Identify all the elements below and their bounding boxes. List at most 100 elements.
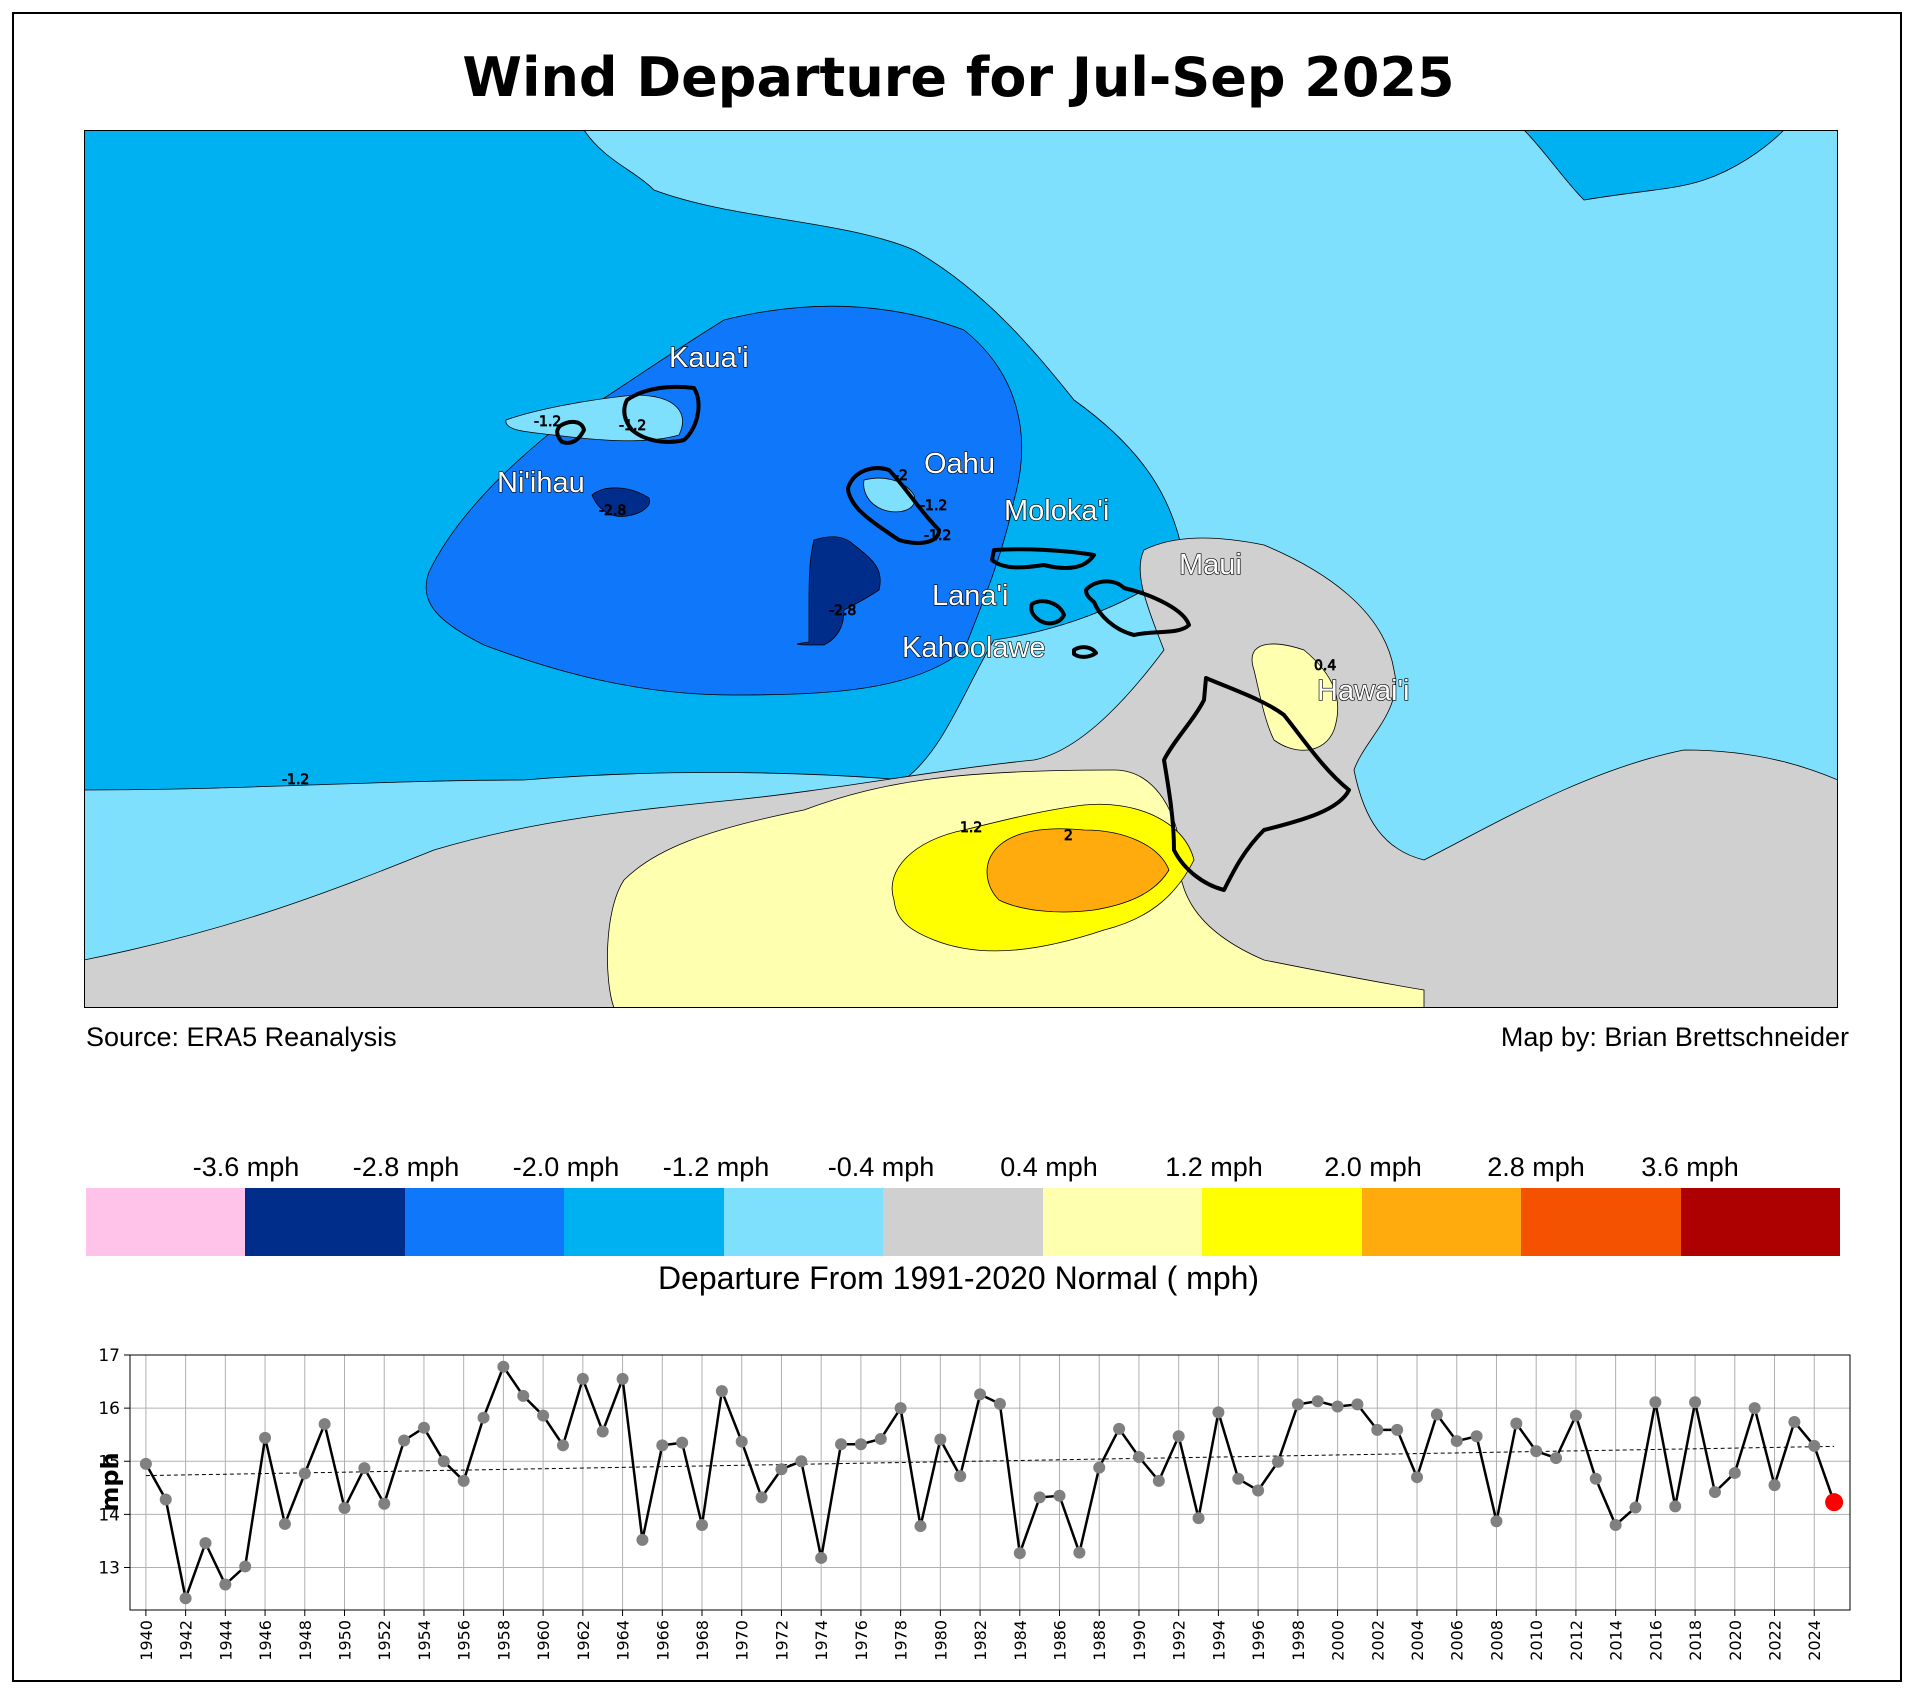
contour-label: -2.8 [599,503,626,519]
chart-data-point [835,1438,848,1451]
chart-x-tick-label: 1974 [812,1620,831,1661]
chart-x-tick-label: 1954 [415,1620,434,1661]
chart-data-point [1232,1472,1245,1485]
colorbar-swatch [1521,1188,1681,1256]
chart-data-point [477,1411,490,1424]
chart-x-tick-label: 1984 [1011,1620,1030,1661]
chart-data-point [1073,1546,1086,1559]
maui-outline [1084,579,1191,637]
chart-x-tick-label: 1992 [1170,1620,1189,1661]
colorbar-tick-label: 2.0 mph [1324,1152,1422,1182]
chart-data-point [1569,1409,1582,1422]
chart-data-point [417,1421,430,1434]
contour-label: -1.2 [920,498,947,514]
kahoolawe-outline [1072,645,1098,659]
chart-data-point [1689,1396,1702,1409]
chart-data-point [259,1431,272,1444]
contour-label: -2 [894,468,908,484]
colorbar-swatch [564,1188,724,1256]
chart-x-tick-label: 2016 [1646,1620,1665,1661]
contour-label: -1.2 [619,418,646,434]
chart-data-point [993,1397,1006,1410]
chart-plot-frame [129,1354,1851,1611]
chart-data-point [894,1402,907,1415]
chart-x-tick-label: 2004 [1408,1620,1427,1661]
chart-x-tick-label: 1978 [892,1620,911,1661]
oahu-outline [846,466,941,545]
chart-data-point [338,1502,351,1514]
band-navy-oahu-south [796,536,881,646]
chart-x-tick-label: 2024 [1805,1620,1824,1661]
figure-frame [12,12,1902,1682]
chart-data-point [159,1493,172,1506]
chart-data-point [656,1439,669,1452]
chart-data-point [1252,1484,1265,1497]
colorbar-swatch [883,1188,1043,1256]
chart-data-point [954,1470,967,1483]
island-label-maui: Maui [1179,549,1242,581]
colorbar-swatch [404,1188,565,1256]
chart-data-point [1748,1402,1761,1415]
colorbar-swatch [245,1188,405,1256]
contour-label: 1.2 [960,820,982,836]
chart-data-point [1391,1423,1404,1436]
chart-data-point [1271,1455,1284,1468]
colorbar-tick-label: 2.8 mph [1487,1152,1585,1182]
chart-data-point [1669,1500,1682,1513]
chart-data-point [1430,1408,1443,1421]
island-label-oahu: Oahu [924,448,995,480]
band-orange [986,828,1170,913]
island-label-kahoolawe: Kahoolawe [902,632,1046,664]
chart-data-point [616,1372,629,1385]
chart-x-tick-label: 1996 [1249,1620,1268,1661]
chart-x-tick-label: 1988 [1090,1620,1109,1661]
band-mid-blue-ne [1523,130,1785,201]
chart-x-tick-label: 1966 [653,1620,672,1661]
chart-x-tick-label: 1986 [1051,1620,1070,1661]
chart-data-point [1212,1406,1225,1419]
chart-data-point [358,1462,371,1475]
chart-data-point [1728,1466,1741,1479]
colorbar-tick-label: 3.6 mph [1641,1152,1739,1182]
colorbar-tick-label: -1.2 mph [662,1152,770,1182]
annual-wind-chart: 1940 1942 1944 1946 1948 1950 1952 1954 1956 1958… [100,1346,1851,1661]
colorbar-tick-label: 1.2 mph [1165,1152,1263,1182]
chart-data-point [874,1432,887,1445]
chart-x-tick-label: 1946 [256,1620,275,1661]
chart-data-point [1113,1422,1126,1435]
contour-label: -1.2 [924,528,951,544]
niihau-outline [555,419,586,445]
colorbar-tick-label: 0.4 mph [1000,1152,1098,1182]
chart-x-tick-label: 1944 [216,1620,235,1661]
chart-data-point [239,1560,252,1573]
colorbar-tick-label: -3.6 mph [192,1152,300,1182]
chart-data-point [1589,1472,1602,1485]
chart-data-point [914,1520,927,1533]
chart-data-point [1371,1423,1384,1436]
wind-departure-map: -1.2 -1.2 -1.2 -2.8 -2.8 -1.2 -2 -1.2 1.… [84,130,1838,1008]
chart-data-point [1609,1519,1622,1531]
chart-data-point [1708,1486,1721,1499]
chart-data-point [1132,1451,1145,1463]
chart-data-point [1331,1400,1344,1413]
chart-data-point [854,1438,867,1451]
chart-x-tick-label: 2010 [1527,1620,1546,1661]
chart-data-point [1033,1491,1046,1504]
chart-data-point [974,1388,987,1401]
colorbar-swatch [1361,1188,1522,1256]
chart-data-point [795,1455,808,1468]
colorbar-swatch [1680,1188,1840,1256]
colorbar-swatch [1202,1188,1362,1256]
chart-data-point [696,1519,709,1531]
lanai-outline [1029,599,1066,626]
chart-data-point [179,1592,192,1605]
kauai-outline [622,384,701,444]
chart-data-point [1093,1461,1106,1474]
chart-data-point [815,1551,828,1564]
chart-data-point [1053,1489,1066,1502]
chart-x-tick-label: 1940 [137,1620,156,1661]
colorbar-label: Departure From 1991-2020 Normal ( mph) [657,1260,1260,1296]
chart-data-point [1768,1479,1781,1492]
chart-x-tick-label: 2002 [1368,1620,1387,1661]
chart-x-tick-label: 1950 [336,1620,355,1661]
